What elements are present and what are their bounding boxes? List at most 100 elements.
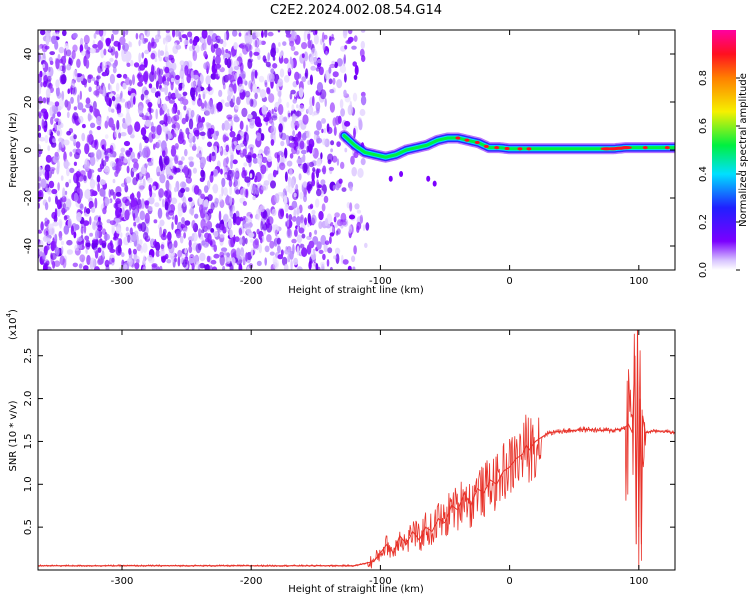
noise-speckle — [335, 230, 339, 236]
noise-speckle — [323, 34, 328, 40]
noise-speckle — [343, 54, 346, 65]
noise-speckle — [120, 147, 126, 153]
noise-speckle — [162, 103, 168, 111]
noise-speckle — [315, 263, 319, 270]
noise-speckle — [360, 158, 366, 166]
y-tick-label: 1.5 — [23, 433, 34, 449]
noise-speckle — [276, 166, 280, 172]
noise-speckle — [340, 108, 345, 117]
noise-speckle — [93, 266, 100, 270]
noise-speckle — [225, 49, 229, 54]
noise-speckle — [335, 247, 341, 255]
noise-speckle — [87, 168, 92, 180]
noise-speckle — [120, 132, 127, 137]
noise-speckle — [92, 100, 97, 110]
noise-speckle — [279, 51, 282, 59]
noise-speckle — [263, 180, 270, 186]
noise-speckle — [70, 80, 75, 89]
noise-speckle — [184, 148, 188, 157]
noise-speckle — [220, 99, 225, 104]
noise-speckle — [245, 154, 252, 159]
noise-speckle — [223, 213, 229, 224]
noise-speckle — [51, 211, 57, 220]
noise-speckle — [190, 205, 195, 216]
noise-speckle — [333, 126, 337, 136]
y-tick-label: 2.0 — [23, 391, 34, 407]
noise-speckle — [181, 156, 185, 161]
noise-speckle — [356, 221, 362, 230]
noise-speckle — [159, 107, 163, 116]
noise-speckle — [215, 223, 221, 229]
noise-speckle — [232, 95, 236, 103]
noise-speckle — [152, 185, 156, 190]
noise-speckle — [200, 44, 204, 52]
noise-speckle — [242, 148, 247, 157]
noise-speckle — [127, 124, 133, 135]
noise-speckle — [88, 200, 94, 210]
noise-speckle — [123, 140, 131, 147]
noise-speckle — [69, 167, 75, 174]
noise-speckle — [324, 218, 329, 227]
noise-speckle — [312, 167, 316, 173]
noise-speckle — [348, 30, 353, 35]
noise-speckle — [244, 90, 251, 98]
noise-speckle — [136, 191, 141, 199]
noise-speckle — [240, 188, 247, 198]
noise-speckle — [320, 179, 326, 186]
noise-speckle — [96, 220, 103, 228]
noise-speckle — [117, 244, 122, 254]
noise-speckle — [78, 115, 84, 124]
colorbar-tick-label: 0.2 — [698, 214, 709, 230]
noise-speckle — [52, 138, 56, 144]
noise-speckle — [55, 86, 60, 97]
noise-speckle — [289, 153, 294, 159]
noise-speckle — [311, 171, 315, 182]
noise-speckle — [357, 168, 364, 178]
noise-speckle — [284, 75, 290, 83]
noise-speckle — [296, 158, 303, 165]
noise-speckle — [109, 57, 114, 63]
noise-speckle — [115, 207, 122, 218]
noise-speckle — [138, 74, 145, 83]
noise-speckle — [291, 216, 297, 222]
noise-speckle — [316, 120, 322, 131]
noise-speckle — [83, 34, 90, 45]
noise-speckle — [159, 226, 163, 238]
noise-speckle — [351, 45, 357, 50]
noise-speckle — [200, 169, 205, 178]
noise-speckle — [165, 71, 171, 78]
noise-speckle — [243, 223, 250, 228]
noise-speckle — [228, 169, 232, 175]
noise-speckle — [42, 263, 48, 270]
noise-speckle — [175, 127, 179, 135]
noise-speckle — [90, 140, 98, 148]
noise-speckle — [179, 112, 182, 121]
noise-speckle — [257, 154, 263, 163]
noise-speckle — [183, 232, 187, 239]
noise-speckle — [130, 59, 134, 67]
noise-speckle — [238, 227, 243, 236]
noise-speckle — [142, 266, 146, 270]
noise-speckle — [202, 89, 208, 95]
noise-speckle — [122, 82, 127, 90]
noise-speckle — [143, 57, 148, 68]
noise-speckle — [96, 174, 101, 183]
noise-speckle — [215, 47, 222, 57]
y-tick-label: 20 — [23, 96, 34, 109]
noise-speckle — [134, 230, 139, 237]
noise-speckle — [240, 131, 245, 137]
noise-speckle — [278, 208, 284, 220]
noise-speckle — [156, 143, 160, 149]
noise-speckle — [332, 71, 339, 78]
noise-speckle — [303, 30, 307, 42]
noise-speckle — [56, 199, 62, 210]
noise-speckle — [256, 132, 262, 141]
noise-speckle — [277, 245, 281, 254]
noise-speckle — [61, 246, 64, 255]
noise-speckle — [210, 259, 217, 265]
noise-speckle — [244, 176, 251, 183]
noise-speckle — [170, 161, 173, 170]
noise-speckle — [101, 228, 107, 235]
noise-speckle — [56, 111, 62, 117]
noise-speckle — [72, 262, 79, 268]
